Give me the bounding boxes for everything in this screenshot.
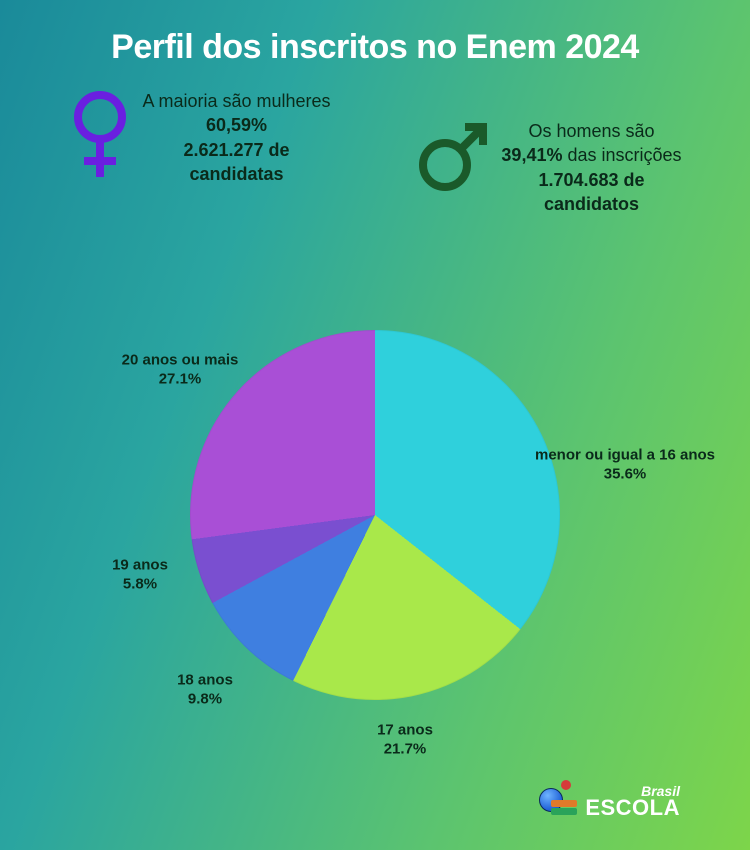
pie-label-ge20: 20 anos ou mais27.1% — [122, 351, 239, 389]
pie-label-le16: menor ou igual a 16 anos35.6% — [535, 446, 715, 484]
female-count-word: candidatas — [142, 162, 330, 186]
gender-row: A maioria são mulheres 60,59% 2.621.277 … — [0, 89, 750, 216]
male-icon — [417, 119, 491, 193]
logo-escola: ESCOLA — [585, 798, 680, 819]
male-block: Os homens são 39,41% das inscrições 1.70… — [417, 119, 681, 216]
male-line2: 39,41% das inscrições — [501, 143, 681, 167]
age-pie-chart: menor ou igual a 16 anos35.6%17 anos21.7… — [190, 330, 560, 700]
logo-text: Brasil ESCOLA — [585, 785, 680, 819]
female-text: A maioria são mulheres 60,59% 2.621.277 … — [142, 89, 330, 186]
books-icon — [551, 800, 577, 816]
male-line1: Os homens são — [501, 119, 681, 143]
pie-disc — [190, 330, 560, 700]
female-line1: A maioria são mulheres — [142, 89, 330, 113]
apple-icon — [561, 780, 571, 790]
logo-glyph — [539, 782, 579, 822]
female-icon — [68, 89, 132, 189]
female-percent: 60,59% — [142, 113, 330, 137]
male-count-word: candidatos — [501, 192, 681, 216]
pie-label-19: 19 anos5.8% — [112, 556, 168, 594]
male-text: Os homens são 39,41% das inscrições 1.70… — [501, 119, 681, 216]
pie-label-17: 17 anos21.7% — [377, 721, 433, 759]
pie-label-18: 18 anos9.8% — [177, 671, 233, 709]
female-block: A maioria são mulheres 60,59% 2.621.277 … — [68, 89, 330, 216]
page-title: Perfil dos inscritos no Enem 2024 — [0, 0, 750, 67]
brasil-escola-logo: Brasil ESCOLA — [539, 782, 680, 822]
female-count: 2.621.277 de — [142, 138, 330, 162]
male-count: 1.704.683 de — [501, 168, 681, 192]
